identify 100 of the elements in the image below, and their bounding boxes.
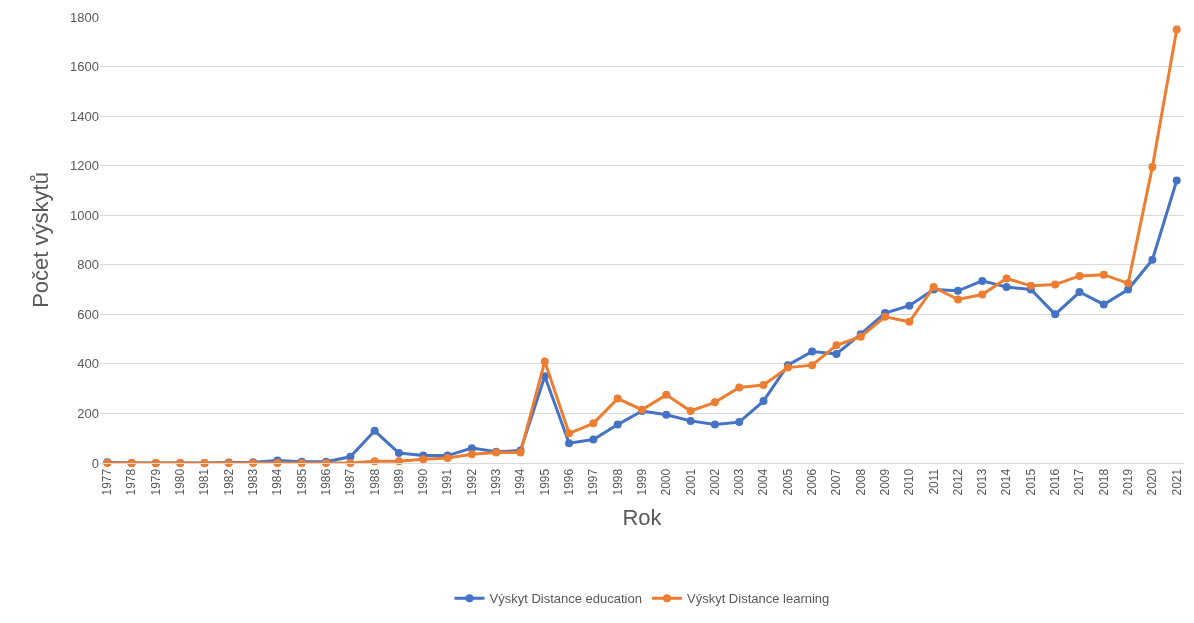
x-tick-label: 1999 <box>634 468 649 496</box>
x-tick-label: 1987 <box>343 468 358 496</box>
legend-label: Výskyt Distance education <box>489 591 642 607</box>
point <box>1172 176 1181 185</box>
point <box>540 357 549 366</box>
point <box>1148 255 1157 264</box>
x-tick-label: 2010 <box>902 468 917 496</box>
point <box>1099 300 1108 309</box>
point <box>1124 279 1133 288</box>
y-tick-label: 1800 <box>70 9 99 25</box>
x-tick-label: 2004 <box>756 468 771 496</box>
point <box>394 449 403 458</box>
x-tick-label: 2006 <box>805 468 820 496</box>
point <box>905 301 914 310</box>
point <box>419 455 428 464</box>
y-tick-label: 400 <box>77 356 99 372</box>
point <box>565 439 574 448</box>
x-tick-label: 2012 <box>950 468 965 496</box>
x-tick-label: 1978 <box>124 468 139 496</box>
x-tick-label: 1984 <box>270 468 285 496</box>
point <box>613 420 622 429</box>
point <box>565 429 574 438</box>
point <box>467 450 476 459</box>
x-tick-label: 2016 <box>1048 468 1063 496</box>
point <box>394 457 403 466</box>
x-tick-label: 2020 <box>1145 468 1160 496</box>
point <box>1026 281 1035 290</box>
x-tick-label: 1977 <box>100 468 115 496</box>
y-tick-label: 1600 <box>70 59 99 75</box>
point <box>1051 280 1060 289</box>
x-tick-label: 2014 <box>999 468 1014 496</box>
point <box>735 383 744 392</box>
point <box>1148 162 1157 171</box>
x-tick-label: 2002 <box>707 468 722 496</box>
x-tick-label: 2018 <box>1096 468 1111 496</box>
point <box>613 394 622 403</box>
x-tick-label: 1988 <box>367 468 382 496</box>
x-tick-label: 1992 <box>464 468 479 496</box>
point <box>1124 285 1133 294</box>
point <box>662 390 671 399</box>
x-tick-label: 1983 <box>246 468 261 496</box>
point <box>905 317 914 326</box>
point <box>808 361 817 370</box>
x-tick-label: 1994 <box>513 468 528 496</box>
x-axis-title: Rok <box>622 505 663 531</box>
x-tick-label: 2007 <box>829 468 844 496</box>
point <box>710 420 719 429</box>
x-tick-label: 2019 <box>1121 468 1135 496</box>
x-tick-label: 2011 <box>926 468 941 495</box>
x-tick-label: 2005 <box>780 468 795 496</box>
legend-label: Výskyt Distance learning <box>686 591 830 607</box>
y-axis-title: Počet výskytů <box>27 172 53 308</box>
point <box>735 418 744 427</box>
x-tick-label: 2017 <box>1072 468 1087 496</box>
x-tick-label: 1996 <box>561 468 576 496</box>
x-tick-label: 1991 <box>440 468 455 496</box>
x-tick-label: 2015 <box>1023 468 1038 496</box>
point <box>1172 25 1181 34</box>
point <box>953 286 962 295</box>
x-tick-label: 1979 <box>148 468 163 496</box>
point <box>978 290 987 299</box>
point <box>589 435 598 444</box>
point <box>1002 283 1011 292</box>
point <box>953 295 962 304</box>
point <box>589 419 598 428</box>
x-tick-label: 1986 <box>318 468 333 496</box>
x-tick-label: 1985 <box>294 468 309 496</box>
point <box>662 410 671 419</box>
point <box>370 426 379 435</box>
x-tick-label: 2001 <box>683 468 698 496</box>
y-tick-label: 1200 <box>70 158 99 174</box>
x-tick-label: 1993 <box>489 468 504 496</box>
point <box>832 349 841 358</box>
y-tick-label: 800 <box>77 257 99 273</box>
point <box>759 380 768 389</box>
y-tick-label: 600 <box>77 306 99 322</box>
point <box>686 406 695 415</box>
x-tick-label: 1997 <box>586 468 601 496</box>
x-tick-label: 2009 <box>877 468 892 496</box>
x-tick-label: 1990 <box>416 468 431 496</box>
x-tick-label: 2013 <box>975 468 990 496</box>
point <box>759 397 768 406</box>
point <box>686 416 695 425</box>
x-tick-label: 1989 <box>391 468 406 496</box>
x-tick-label: 1995 <box>537 468 552 496</box>
x-tick-label: 1982 <box>221 468 236 496</box>
point <box>1075 271 1084 280</box>
x-tick-label: 1998 <box>610 468 625 496</box>
point <box>978 276 987 285</box>
x-tick-label: 2008 <box>853 468 868 496</box>
point <box>1099 270 1108 279</box>
y-tick-label: 1400 <box>70 108 99 124</box>
x-tick-label: 2000 <box>659 468 674 496</box>
y-tick-label: 1000 <box>70 207 99 223</box>
x-tick-label: 2003 <box>732 468 747 496</box>
x-tick-label: 1980 <box>173 468 188 496</box>
point <box>1075 288 1084 297</box>
point <box>1051 310 1060 319</box>
x-tick-label: 2021 <box>1169 468 1184 496</box>
y-tick-label: 0 <box>91 455 99 471</box>
